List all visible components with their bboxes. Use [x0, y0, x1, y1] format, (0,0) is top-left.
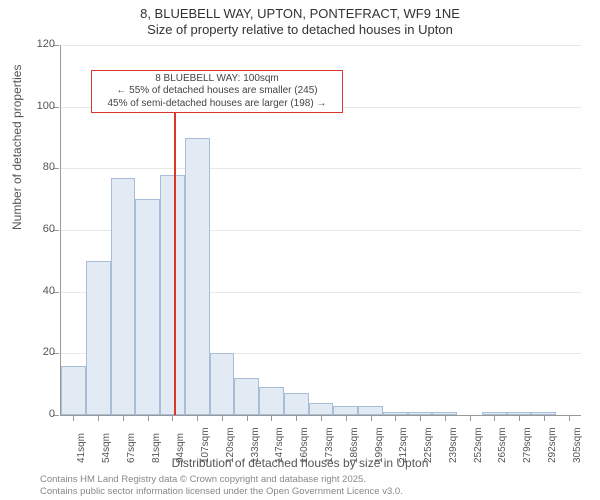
y-tick-label: 100: [15, 100, 55, 112]
marker-line: [174, 82, 176, 415]
x-tick: [395, 415, 396, 421]
histogram-bar: [309, 403, 334, 415]
histogram-bar: [259, 387, 284, 415]
histogram-bar: [160, 175, 185, 416]
footer-line2: Contains public sector information licen…: [40, 486, 403, 498]
x-tick: [420, 415, 421, 421]
x-tick: [197, 415, 198, 421]
histogram-bar: [234, 378, 259, 415]
x-tick: [73, 415, 74, 421]
histogram-bar: [135, 199, 160, 415]
gridline: [61, 168, 581, 169]
y-tick-label: 120: [15, 38, 55, 50]
y-axis-title: Number of detached properties: [10, 65, 24, 230]
annotation-box: 8 BLUEBELL WAY: 100sqm← 55% of detached …: [91, 70, 344, 114]
y-tick-label: 80: [15, 161, 55, 173]
y-tick-label: 60: [15, 223, 55, 235]
x-tick: [296, 415, 297, 421]
x-tick: [123, 415, 124, 421]
x-tick: [346, 415, 347, 421]
footer-line1: Contains HM Land Registry data © Crown c…: [40, 474, 403, 486]
x-axis-title: Distribution of detached houses by size …: [0, 456, 600, 470]
x-tick: [222, 415, 223, 421]
chart-title-line1: 8, BLUEBELL WAY, UPTON, PONTEFRACT, WF9 …: [0, 6, 600, 21]
histogram-bar: [210, 353, 235, 415]
histogram-bar: [111, 178, 136, 415]
x-tick: [98, 415, 99, 421]
x-tick: [321, 415, 322, 421]
chart-title-line2: Size of property relative to detached ho…: [0, 22, 600, 37]
x-tick: [519, 415, 520, 421]
y-tick-label: 20: [15, 346, 55, 358]
x-tick: [371, 415, 372, 421]
histogram-bar: [284, 393, 309, 415]
histogram-bar: [333, 406, 358, 415]
x-tick: [470, 415, 471, 421]
histogram-bar: [86, 261, 111, 415]
annotation-line: 8 BLUEBELL WAY: 100sqm: [96, 73, 339, 86]
x-tick: [247, 415, 248, 421]
x-tick: [494, 415, 495, 421]
x-tick: [148, 415, 149, 421]
histogram-bar: [358, 406, 383, 415]
footer-attribution: Contains HM Land Registry data © Crown c…: [40, 474, 403, 498]
annotation-line: 45% of semi-detached houses are larger (…: [96, 98, 339, 111]
x-tick: [569, 415, 570, 421]
y-tick-label: 40: [15, 285, 55, 297]
x-tick: [271, 415, 272, 421]
x-tick: [544, 415, 545, 421]
histogram-bar: [61, 366, 86, 415]
y-tick-label: 0: [15, 408, 55, 420]
chart-container: 8, BLUEBELL WAY, UPTON, PONTEFRACT, WF9 …: [0, 0, 600, 500]
x-tick: [172, 415, 173, 421]
x-tick: [445, 415, 446, 421]
annotation-line: ← 55% of detached houses are smaller (24…: [96, 85, 339, 98]
plot-area: 8 BLUEBELL WAY: 100sqm← 55% of detached …: [60, 45, 581, 416]
histogram-bar: [185, 138, 210, 416]
gridline: [61, 45, 581, 46]
